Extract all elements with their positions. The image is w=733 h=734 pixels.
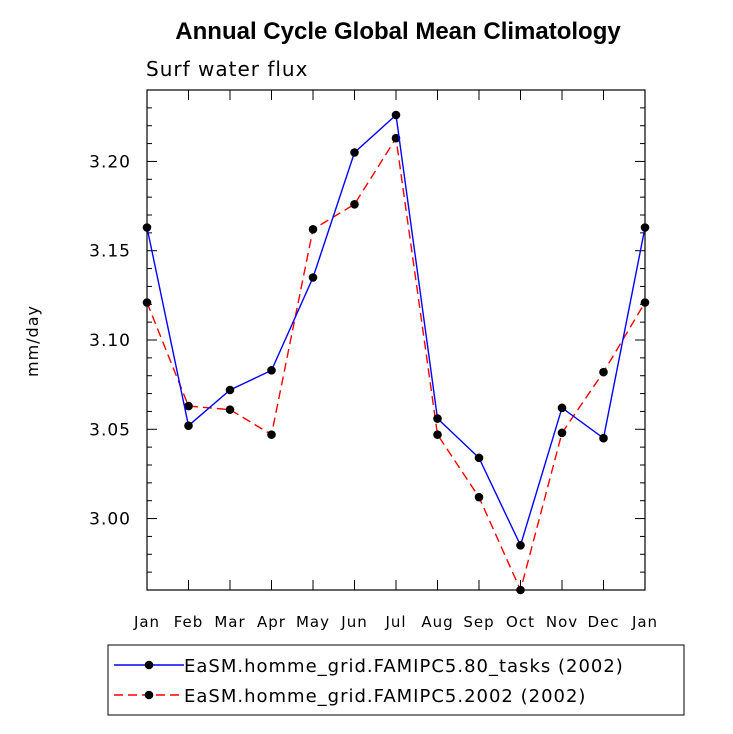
data-point [599, 433, 608, 443]
legend-marker [144, 690, 154, 700]
data-point [474, 453, 484, 463]
data-point [474, 492, 484, 502]
data-point [184, 421, 193, 431]
legend-label: EaSM.homme_grid.FAMIPC5.80_tasks (2002) [184, 656, 624, 677]
legend-label: EaSM.homme_grid.FAMIPC5.2002 (2002) [184, 686, 586, 707]
x-tick-label: Dec [587, 613, 619, 631]
x-tick-label: Sep [463, 613, 494, 631]
y-tick-labels: 3.00 3.05 3.10 3.15 3.20 [89, 152, 131, 530]
data-point [350, 199, 359, 209]
x-tick-label: Apr [257, 613, 286, 631]
series-2 [142, 133, 650, 595]
data-point [225, 405, 235, 414]
data-point [142, 223, 152, 232]
data-point [391, 110, 401, 120]
data-point [599, 367, 608, 377]
x-tick-label: Jun [340, 613, 367, 631]
data-point [557, 428, 567, 438]
y-tick-label: 3.05 [89, 420, 131, 440]
x-tick-label: Oct [506, 613, 535, 631]
data-point [640, 223, 650, 232]
data-point [308, 224, 318, 234]
y-axis-label: mm/day [23, 305, 42, 377]
legend-box [107, 644, 685, 716]
data-point [516, 541, 525, 550]
data-point [142, 298, 152, 307]
data-point [557, 403, 567, 413]
y-tick-label: 3.20 [89, 152, 131, 172]
x-tick-label: Nov [546, 613, 578, 631]
data-point [433, 430, 442, 439]
plot-frame [146, 89, 646, 591]
x-tick-label: Feb [174, 613, 204, 631]
series-line [146, 136, 646, 593]
data-point [516, 585, 525, 595]
x-tick-label: Aug [421, 613, 453, 631]
data-point [184, 401, 193, 411]
y-tick-label: 3.10 [89, 331, 131, 351]
chart-subtitle: Surf water flux [146, 57, 308, 81]
x-tick-label: Jul [384, 613, 406, 631]
data-point [308, 273, 318, 282]
x-tick-label: Jan [631, 613, 658, 631]
data-point [225, 385, 235, 395]
series-layer [142, 110, 650, 595]
x-tick-label: May [296, 613, 330, 631]
data-point [350, 148, 359, 157]
data-point [267, 366, 276, 375]
y-tick-label: 3.15 [89, 242, 131, 262]
data-point [640, 298, 650, 307]
x-tick-label: Jan [133, 613, 160, 631]
data-point [433, 414, 442, 423]
series-line [146, 113, 646, 548]
series-1 [142, 110, 650, 550]
chart-title: Annual Cycle Global Mean Climatology [175, 18, 621, 45]
x-tick-label: Mar [214, 613, 245, 631]
legend-marker [144, 660, 154, 670]
axis-ticks [146, 89, 646, 591]
x-tick-labels: Jan Feb Mar Apr May Jun Jul Aug Sep Oct Nov Dec Jan [133, 613, 658, 631]
data-point [391, 133, 401, 143]
y-tick-label: 3.00 [89, 510, 131, 530]
legend: EaSM.homme_grid.FAMIPC5.80_tasks (2002) E… [107, 644, 685, 716]
data-point [267, 430, 276, 439]
